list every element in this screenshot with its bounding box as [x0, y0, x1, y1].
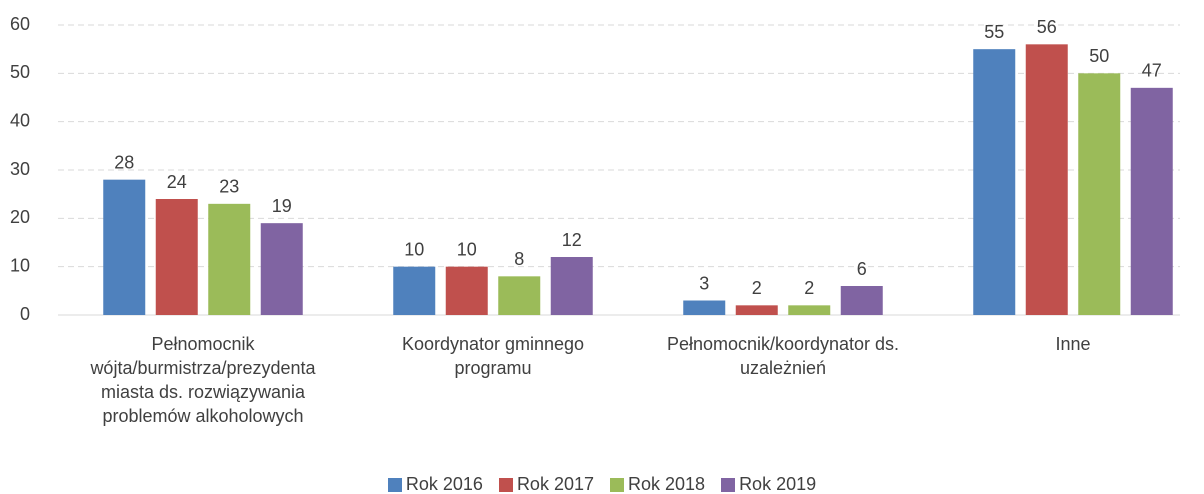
bar — [1130, 87, 1173, 315]
bar — [735, 305, 778, 315]
y-tick-label: 10 — [10, 255, 30, 275]
bar — [788, 305, 831, 315]
y-tick-label: 60 — [10, 14, 30, 34]
legend-label: Rok 2017 — [516, 474, 594, 494]
data-label: 56 — [1037, 17, 1057, 37]
bar — [155, 199, 198, 315]
bar — [1025, 44, 1068, 315]
data-label: 6 — [857, 259, 867, 279]
x-tick-label: Pełnomocnik wójta/burmistrza/prezydenta … — [90, 334, 316, 426]
data-label: 23 — [219, 177, 239, 197]
bar — [973, 49, 1016, 316]
bar — [1078, 73, 1121, 315]
bar — [550, 257, 593, 315]
data-label: 8 — [514, 249, 524, 269]
x-tick-label: Koordynator gminnego programu — [401, 334, 585, 378]
bar — [103, 179, 146, 315]
legend-item: Rok 2018 — [610, 474, 705, 494]
y-tick-label: 20 — [10, 207, 30, 227]
data-label: 47 — [1142, 61, 1162, 81]
legend-swatch — [721, 477, 736, 492]
data-label: 2 — [752, 278, 762, 298]
legend-swatch — [610, 477, 624, 492]
x-tick-label: Inne — [1055, 334, 1091, 354]
data-label: 10 — [404, 239, 424, 259]
legend-label: Rok 2018 — [628, 474, 706, 494]
data-label: 12 — [562, 230, 582, 250]
legend-swatch — [387, 477, 402, 492]
bar — [498, 276, 541, 315]
bar — [445, 266, 488, 315]
x-tick-label: Pełnomocnik/koordynator ds. uzależnień — [666, 334, 900, 378]
bar — [393, 266, 436, 315]
y-tick-label: 30 — [10, 159, 30, 179]
legend-item: Rok 2016 — [387, 474, 483, 494]
legend-label: Rok 2019 — [739, 474, 817, 494]
data-label: 28 — [114, 152, 134, 172]
y-tick-label: 0 — [20, 304, 30, 324]
legend-swatch — [498, 477, 513, 492]
bar — [208, 203, 251, 315]
legend-item: Rok 2017 — [498, 474, 594, 494]
bar — [840, 286, 883, 315]
data-label: 2 — [804, 278, 814, 298]
bar — [683, 300, 726, 315]
legend-item: Rok 2019 — [721, 474, 816, 494]
data-label: 3 — [699, 273, 709, 293]
legend-label: Rok 2016 — [405, 474, 483, 494]
legend: Rok 2016 Rok 2017 Rok 2018 Rok 2019 — [0, 474, 1204, 494]
bar — [260, 223, 303, 315]
data-label: 55 — [984, 22, 1004, 42]
y-tick-label: 40 — [10, 110, 30, 130]
data-label: 50 — [1089, 46, 1109, 66]
data-label: 19 — [272, 196, 292, 216]
y-tick-label: 50 — [10, 62, 30, 82]
data-label: 10 — [457, 239, 477, 259]
data-label: 24 — [167, 172, 187, 192]
